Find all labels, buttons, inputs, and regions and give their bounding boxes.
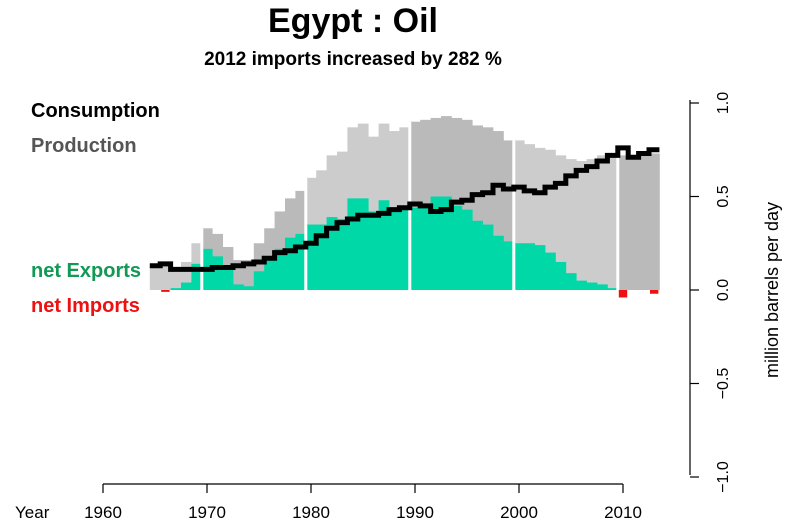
- net-export-bar: [357, 198, 369, 290]
- net-export-bar: [316, 224, 327, 290]
- net-export-bar: [555, 261, 567, 290]
- consumption-line: [149, 145, 660, 272]
- chart-subtitle: 2012 imports increased by 282 %: [204, 49, 502, 70]
- x-tick-label: 1960: [84, 503, 122, 522]
- y-tick-label: 0.5: [715, 185, 732, 207]
- net-export-bar: [274, 248, 286, 290]
- net-export-bar: [295, 233, 307, 290]
- x-tick-label: 2000: [500, 503, 538, 522]
- production-bar: [493, 131, 504, 290]
- net-export-bar: [181, 282, 192, 290]
- x-tick-label: 1980: [292, 503, 330, 522]
- production-bar: [253, 243, 265, 290]
- net-export-bar: [576, 280, 587, 290]
- net-import-bar: [161, 290, 170, 292]
- production-bar: [503, 140, 515, 290]
- x-tick-label: 1990: [396, 503, 434, 522]
- net-export-bar: [253, 271, 265, 290]
- net-export-bar: [461, 209, 473, 290]
- net-export-bar: [243, 286, 255, 290]
- y-tick-label: −0.5: [715, 368, 732, 400]
- net-export-bar: [524, 243, 535, 290]
- net-export-bar: [513, 243, 525, 290]
- production-bar: [597, 155, 608, 290]
- net-export-bar: [586, 282, 598, 290]
- net-export-bar: [212, 256, 223, 290]
- x-axis-label: Year: [15, 503, 50, 522]
- net-export-bar: [399, 209, 411, 290]
- production-bar: [586, 159, 598, 290]
- net-export-bar: [347, 198, 359, 290]
- production-bar: [649, 153, 660, 290]
- net-bars: [161, 196, 659, 298]
- legend-net-imports: net Imports: [31, 295, 140, 317]
- net-export-bar: [285, 237, 296, 290]
- net-export-bar: [233, 284, 244, 290]
- net-export-bar: [534, 245, 546, 290]
- y-tick-label: 1.0: [715, 92, 732, 114]
- production-bar: [628, 157, 639, 290]
- net-export-bar: [326, 217, 338, 290]
- y-axis-label: million barrels per day: [762, 202, 782, 378]
- production-bar: [534, 147, 546, 290]
- production-bar: [513, 140, 525, 290]
- net-export-bar: [503, 241, 515, 290]
- net-export-bar: [389, 211, 400, 290]
- legend-production: Production: [31, 135, 137, 157]
- net-export-bar: [482, 224, 494, 290]
- production-bar: [545, 149, 556, 290]
- net-export-bar: [441, 196, 452, 290]
- net-export-bar: [409, 207, 421, 290]
- production-bar: [461, 119, 473, 290]
- production-bar: [149, 265, 161, 290]
- y-tick-label: −1.0: [715, 461, 732, 493]
- net-import-bar: [650, 290, 659, 294]
- production-bar: [472, 125, 483, 290]
- decade-separators: [200, 121, 620, 290]
- x-tick-label: 1970: [188, 503, 226, 522]
- production-bar: [482, 127, 494, 290]
- net-export-bar: [493, 235, 504, 290]
- net-export-bar: [545, 252, 556, 290]
- production-bar: [565, 159, 577, 290]
- net-export-bar: [420, 203, 431, 290]
- chart-title: Egypt : Oil: [268, 2, 438, 40]
- net-export-bar: [222, 269, 234, 290]
- y-axis-ticks: −1.0 −0.5 0.0 0.5 1.0: [690, 92, 732, 493]
- production-bar: [638, 153, 650, 290]
- net-export-bar: [170, 288, 182, 290]
- net-export-bar: [264, 260, 275, 290]
- net-export-bar: [368, 211, 379, 290]
- production-bar: [524, 144, 535, 290]
- production-bar: [181, 261, 192, 290]
- production-bar: [555, 155, 567, 290]
- net-export-bar: [472, 220, 483, 290]
- x-axis-ticks: 1960 1970 1980 1990 2000 2010: [84, 484, 642, 522]
- net-export-bar: [337, 218, 348, 290]
- net-export-bar: [191, 263, 203, 290]
- x-tick-label: 2010: [604, 503, 642, 522]
- net-import-bar: [618, 290, 628, 298]
- production-bar: [576, 160, 587, 290]
- net-export-bar: [607, 288, 619, 290]
- production-bar: [233, 260, 244, 290]
- production-bar: [160, 265, 171, 290]
- net-export-bar: [597, 284, 608, 290]
- production-bar: [243, 260, 255, 290]
- net-export-bar: [565, 273, 577, 290]
- production-bar: [170, 267, 182, 290]
- y-tick-label: 0.0: [715, 279, 732, 301]
- production-bar: [617, 155, 629, 290]
- legend-net-exports: net Exports: [31, 260, 141, 282]
- net-export-bar: [451, 205, 463, 290]
- net-export-bar: [430, 196, 442, 290]
- net-export-bar: [378, 200, 390, 290]
- net-export-bar: [305, 224, 317, 290]
- production-bar: [607, 153, 619, 290]
- legend-consumption: Consumption: [31, 100, 160, 122]
